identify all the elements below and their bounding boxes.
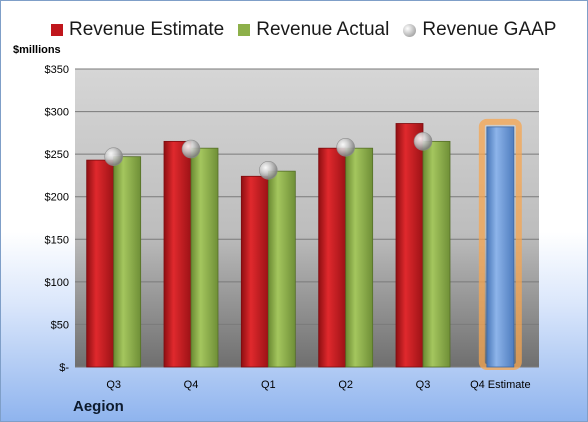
y-tick-label: $250 [45,149,69,161]
legend: Revenue Estimate Revenue Actual Revenue … [51,15,567,45]
bar-revenue-actual [113,156,142,368]
legend-item-revenue-estimate: Revenue Estimate [51,19,224,41]
y-tick-label: $50 [51,319,69,331]
x-tick-label: Q4 [184,379,199,391]
legend-label-revenue-estimate: Revenue Estimate [69,19,225,40]
x-tick-label: Q1 [261,379,276,391]
plot-area [75,69,539,367]
bar-revenue-actual [190,147,219,368]
legend-item-revenue-actual: Revenue Actual [238,19,389,41]
marker-revenue-gaap [413,132,433,151]
legend-swatch-revenue-estimate [51,24,63,36]
bar-revenue-estimate [395,123,424,368]
legend-label-revenue-actual: Revenue Actual [256,19,390,40]
x-tick-label: Q4 Estimate [470,379,531,391]
bar-revenue-actual [267,170,296,368]
bar-revenue-estimate [318,147,347,368]
bar-revenue-estimate [240,175,269,368]
company-name: Aegion [73,398,124,415]
y-tick-label: $150 [45,234,69,246]
y-tick-label: $- [59,362,69,374]
legend-label-revenue-gaap: Revenue GAAP [422,19,557,40]
y-axis-unit-label: $millions [13,44,61,56]
legend-swatch-revenue-gaap [403,23,417,37]
y-tick-label: $200 [45,192,69,204]
bar-revenue-actual [422,140,451,368]
y-tick-label: $300 [45,107,69,119]
legend-swatch-revenue-actual [238,24,251,36]
marker-revenue-gaap [104,147,123,166]
gridlines [75,68,539,368]
bar-revenue-estimate [163,140,192,368]
y-tick-label: $350 [45,64,69,76]
bar-revenue-estimate [86,159,115,368]
gaap-markers [104,132,433,180]
bars [86,118,522,370]
bar-revenue-actual [345,147,374,368]
y-tick-label: $100 [45,277,69,289]
marker-revenue-gaap [336,138,355,157]
marker-revenue-gaap [259,161,278,180]
x-tick-label: Q3 [106,379,121,391]
bar-q4-estimate [486,126,515,368]
marker-revenue-gaap [181,139,201,159]
x-axis-ticks: Q3 Q4 Q1 Q2 Q3 Q4 Estimate [106,379,530,391]
x-tick-label: Q3 [416,379,431,391]
y-axis-ticks: $- $50 $100 $150 $200 $250 $300 $350 [45,64,70,374]
legend-item-revenue-gaap: Revenue GAAP [403,19,556,41]
x-tick-label: Q2 [338,379,353,391]
